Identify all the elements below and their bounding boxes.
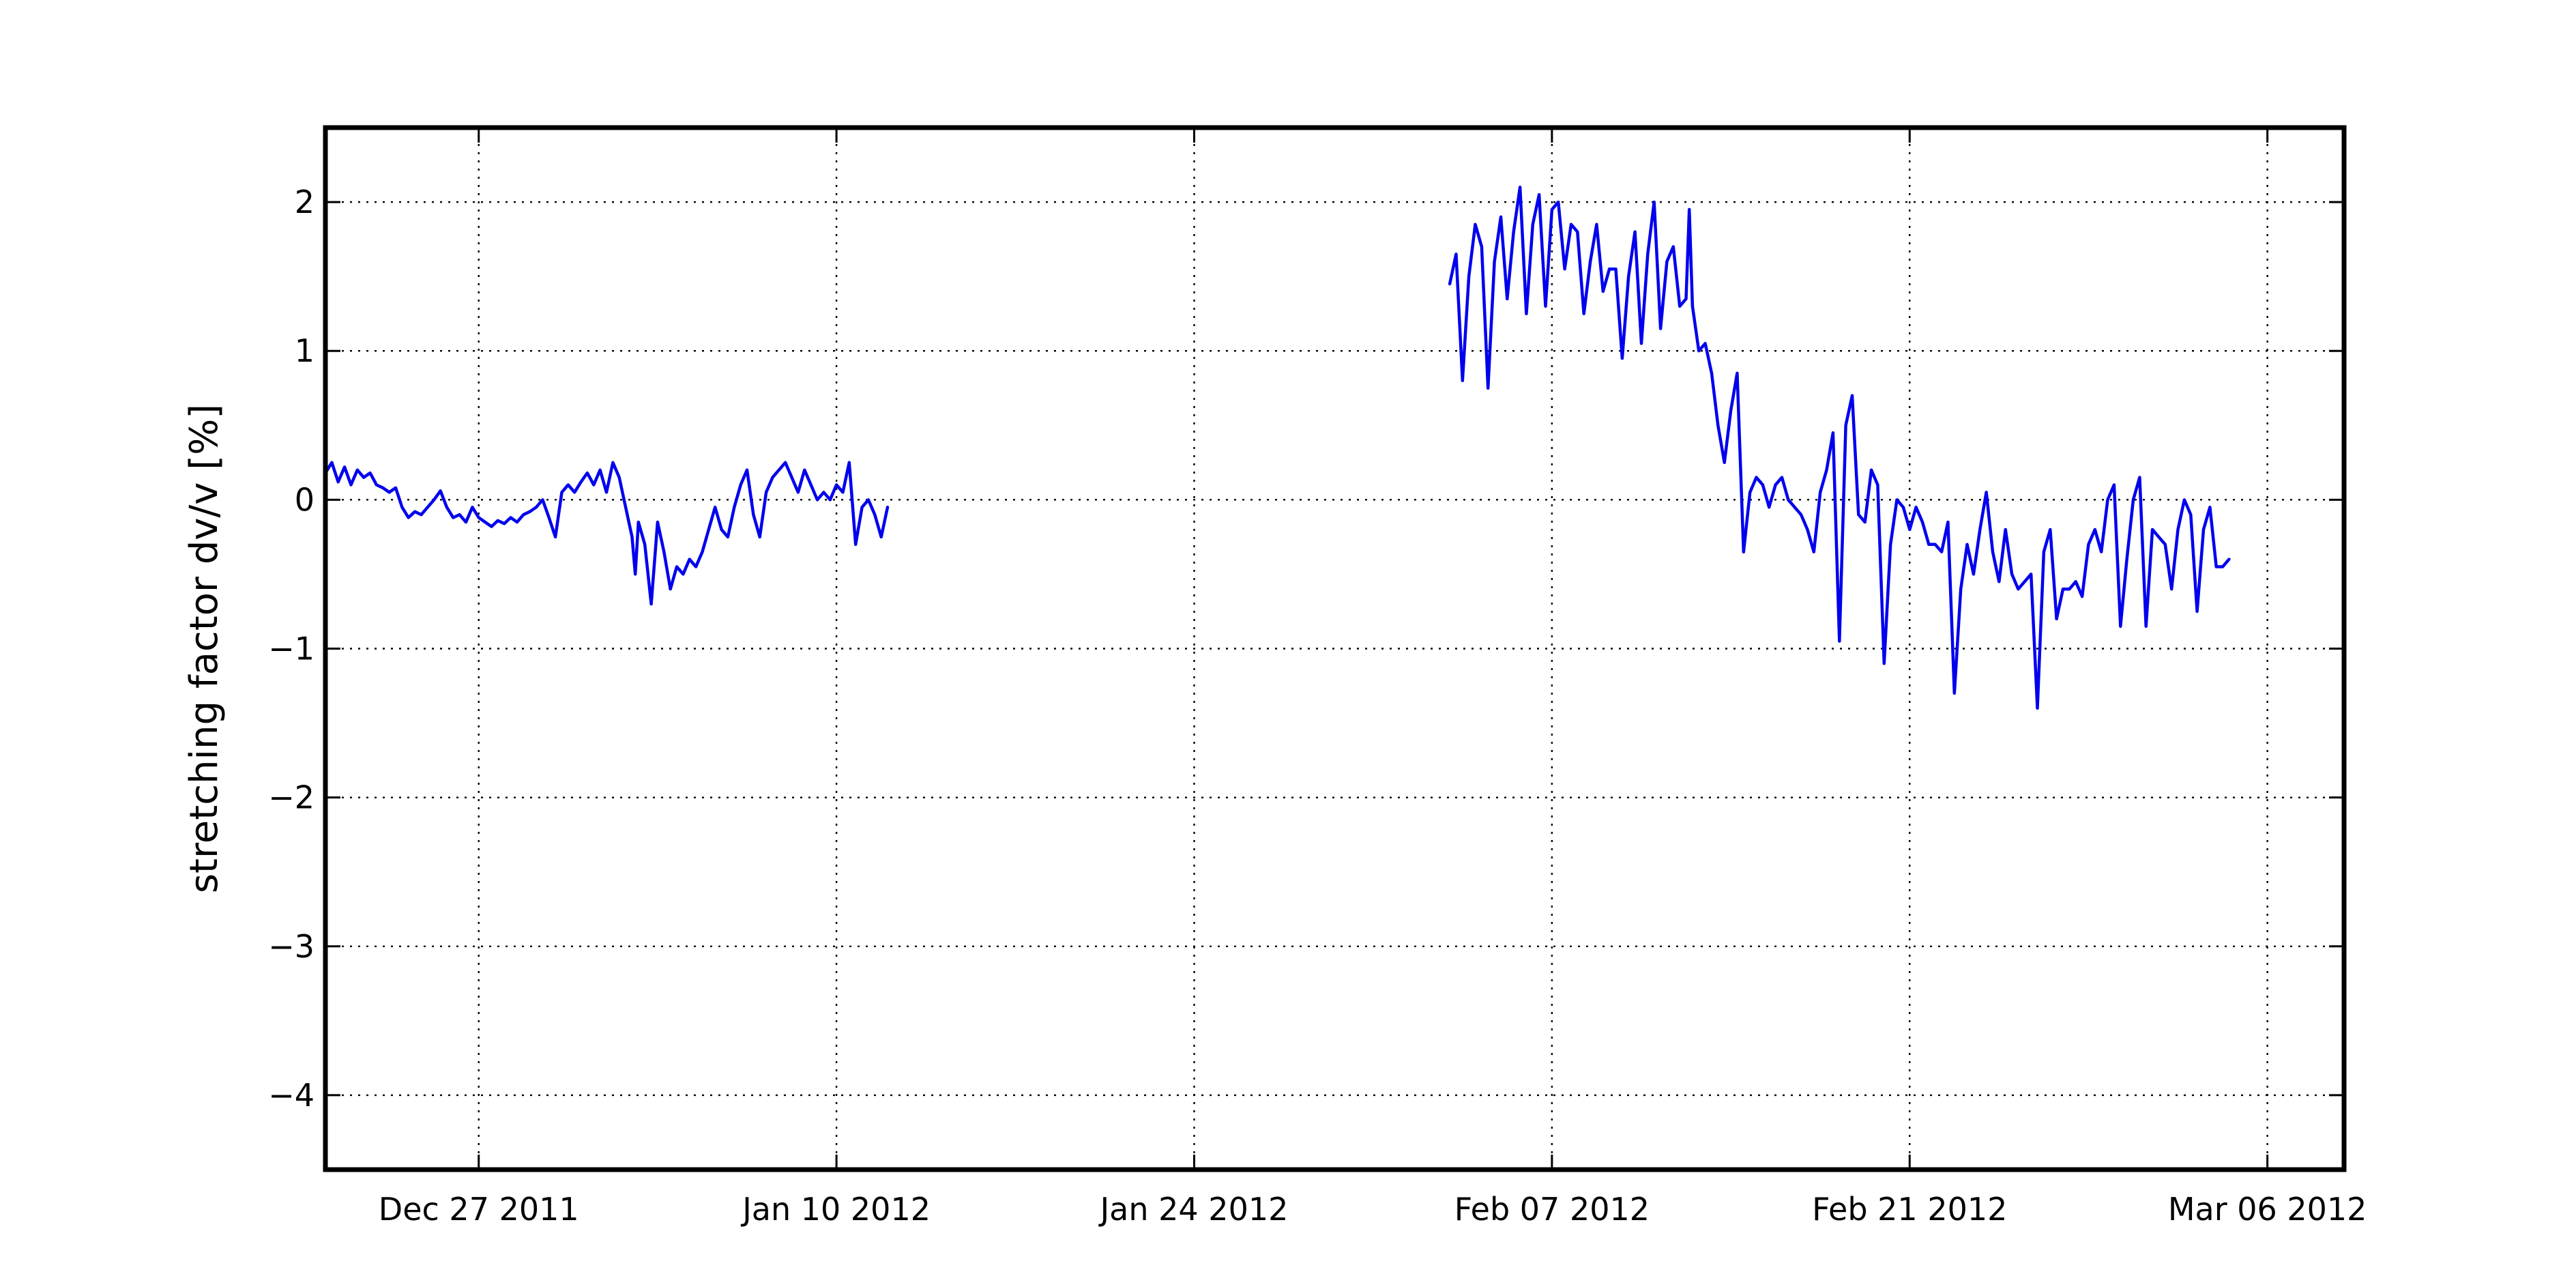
dvv-series-line xyxy=(323,461,890,606)
y-tick-label: 0 xyxy=(295,481,314,518)
x-tick-label: Jan 10 2012 xyxy=(740,1191,931,1228)
x-tick-label: Feb 21 2012 xyxy=(1812,1191,2007,1228)
y-tick-label: 1 xyxy=(295,332,314,369)
y-tick-label: −1 xyxy=(268,631,314,667)
x-tick-label: Mar 06 2012 xyxy=(2168,1191,2367,1228)
gridlines xyxy=(325,128,2344,1170)
y-axis-title: stretching factor dv/v [%] xyxy=(182,404,226,893)
x-tick-label: Feb 07 2012 xyxy=(1454,1191,1650,1228)
y-tick-label: −2 xyxy=(268,779,314,816)
y-tick-label: 2 xyxy=(295,184,314,220)
x-tick-label: Dec 27 2011 xyxy=(379,1191,579,1228)
data-series xyxy=(323,186,2231,710)
y-tick-label: −3 xyxy=(268,928,314,965)
tick-labels: Dec 27 2011 Jan 10 2012 Jan 24 2012 Feb 07 … xyxy=(268,184,2367,1228)
y-tick-label: −4 xyxy=(268,1077,314,1114)
axis-ticks xyxy=(325,128,2344,1170)
x-tick-label: Jan 24 2012 xyxy=(1098,1191,1289,1228)
dvv-series-line xyxy=(1448,186,2231,710)
